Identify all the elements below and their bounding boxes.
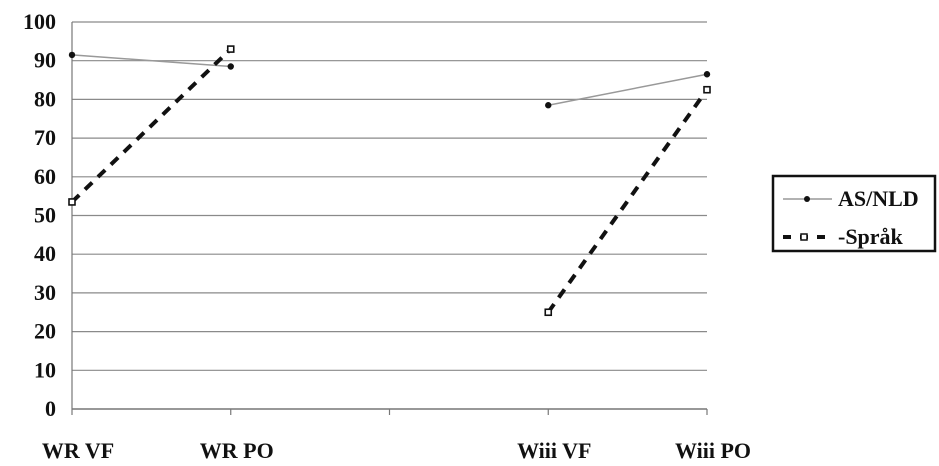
series-marker [545,102,552,109]
x-category-label: WR VF [42,438,114,463]
series-line-2 [546,88,709,314]
y-tick-label: 0 [45,396,56,421]
x-category-label: Wiii VF [517,438,591,463]
series-marker [703,71,711,78]
series-line-1 [548,73,708,106]
legend-marker [800,233,808,241]
y-tick-label: 60 [34,164,56,189]
y-tick-label: 100 [23,9,56,34]
legend-label: AS/NLD [838,186,919,211]
series-marker [703,85,711,94]
y-tick-label: 50 [34,203,56,228]
series-marker [68,51,76,59]
y-tick-label: 20 [34,319,56,344]
legend: AS/NLD -Språk [771,174,937,253]
legend-label: -Språk [838,224,904,249]
series-marker [226,45,235,53]
legend-marker [804,196,810,202]
y-tick-label: 30 [34,280,56,305]
x-axis: WR VF WR PO Wiii VF Wiii PO [42,409,751,463]
series-marker [544,308,553,317]
y-axis-ticks: 0 10 20 30 40 50 60 70 80 90 100 [23,9,73,421]
y-tick-label: 40 [34,241,56,266]
gridlines [72,21,707,410]
series-marker [227,63,234,70]
y-tick-label: 70 [34,125,56,150]
x-category-label: WR PO [200,438,274,463]
series-lines [68,45,711,317]
y-tick-label: 90 [34,48,56,73]
series-line-1 [71,54,231,68]
x-category-label: Wiii PO [675,438,751,463]
y-tick-label: 10 [34,357,56,382]
y-tick-label: 80 [34,86,56,111]
series-line-2 [70,47,233,204]
series-marker [68,198,76,206]
